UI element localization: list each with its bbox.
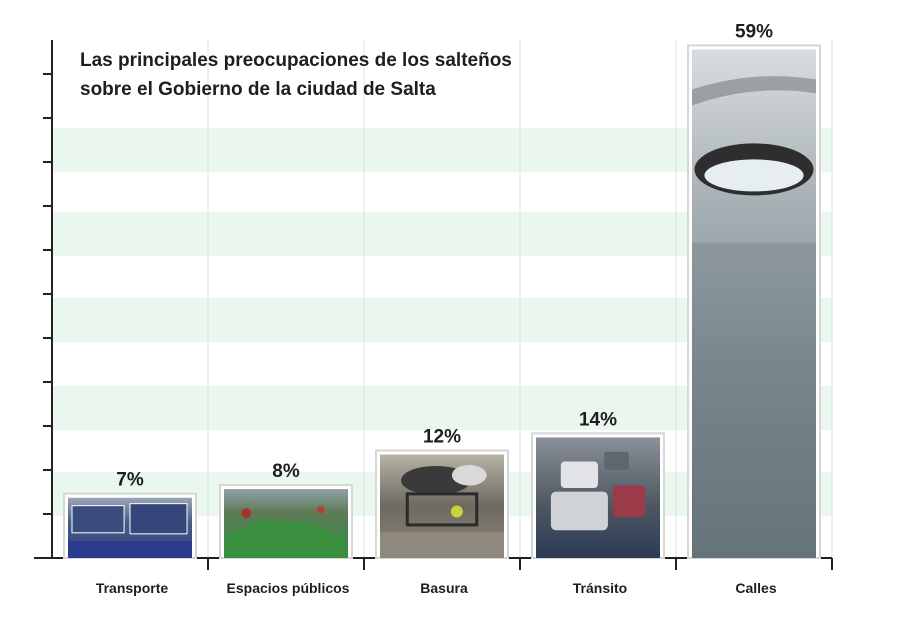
value-label: 12%: [423, 427, 461, 448]
bar-traffic: [536, 437, 660, 558]
bar-pothole: [692, 49, 816, 558]
category-label: Basura: [420, 580, 468, 596]
value-label: 7%: [116, 470, 144, 491]
labels: 7% Transporte 8% Espacios públicos 12% Basura…: [96, 21, 777, 596]
value-label: 14%: [579, 409, 617, 430]
category-label: Transporte: [96, 580, 169, 596]
category-label: Tránsito: [573, 580, 627, 596]
bar-public-space: [224, 489, 348, 558]
value-label: 59%: [735, 21, 773, 42]
category-label: Espacios públicos: [227, 580, 350, 596]
chart-title: Las principales preocupaciones de los sa…: [80, 46, 680, 104]
chart-title-line-2: sobre el Gobierno de la ciudad de Salta: [80, 79, 436, 100]
bars: [63, 44, 821, 560]
bar-buses: [68, 497, 192, 558]
vertical-gridlines: [207, 40, 833, 558]
bar-garbage-cart: [380, 454, 504, 558]
category-label: Calles: [735, 580, 776, 596]
value-label: 8%: [272, 461, 300, 482]
chart-title-line-1: Las principales preocupaciones de los sa…: [80, 50, 512, 71]
